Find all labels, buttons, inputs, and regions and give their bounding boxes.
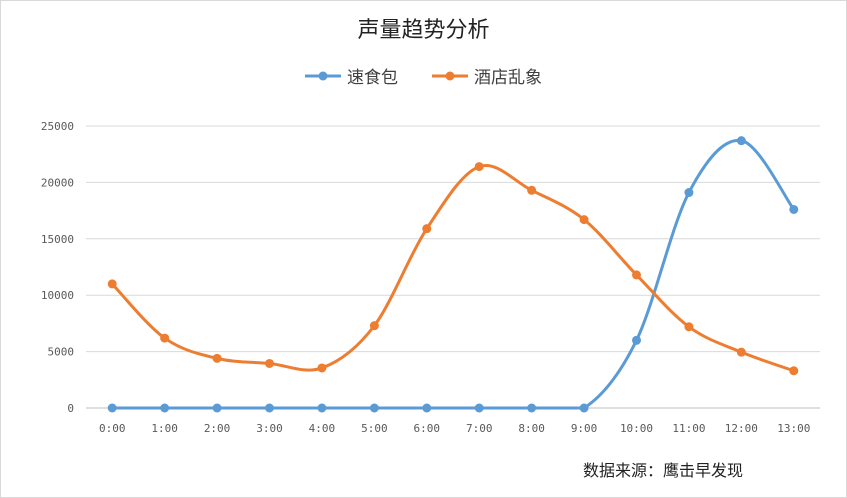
legend-label-series-2: 酒店乱象 xyxy=(474,68,542,88)
data-point-series-1 xyxy=(160,403,170,413)
source-note: 数据来源：鹰击早发现 xyxy=(583,461,744,480)
data-point-series-1 xyxy=(212,403,222,413)
data-point-series-2 xyxy=(527,185,537,195)
data-point-series-2 xyxy=(632,270,641,280)
x-tick-label: 3:00 xyxy=(256,422,283,435)
legend-swatch-series-1 xyxy=(305,71,341,80)
data-point-series-1 xyxy=(317,403,327,413)
legend-item-series-1: 速食包 xyxy=(305,63,398,88)
data-point-series-2 xyxy=(107,279,117,289)
data-point-series-2 xyxy=(265,358,274,368)
x-tick-label: 9:00 xyxy=(571,422,598,435)
data-point-series-1 xyxy=(789,204,799,214)
x-tick-label: 13:00 xyxy=(777,422,810,435)
y-tick-label: 15000 xyxy=(41,233,74,246)
data-point-series-2 xyxy=(684,322,694,332)
x-tick-label: 8:00 xyxy=(518,422,545,435)
data-point-series-2 xyxy=(212,353,222,363)
legend-item-series-2: 酒店乱象 xyxy=(432,63,542,88)
data-point-series-2 xyxy=(160,333,170,343)
data-point-series-2 xyxy=(736,347,746,357)
data-point-series-1 xyxy=(369,403,379,413)
y-tick-label: 25000 xyxy=(41,120,74,133)
data-point-series-2 xyxy=(789,366,799,376)
y-tick-label: 5000 xyxy=(48,346,75,359)
data-point-series-2 xyxy=(422,224,432,234)
x-tick-label: 5:00 xyxy=(361,422,388,435)
chart-title: 声量趋势分析 xyxy=(357,18,490,43)
data-point-series-1 xyxy=(632,335,641,345)
x-tick-label: 12:00 xyxy=(725,422,758,435)
data-point-series-1 xyxy=(474,403,484,413)
legend: 速食包 酒店乱象 xyxy=(0,63,847,88)
legend-swatch-series-2 xyxy=(432,71,468,80)
data-point-series-1 xyxy=(422,403,432,413)
x-tick-label: 7:00 xyxy=(466,422,493,435)
data-point-series-1 xyxy=(265,403,274,413)
series-line-1 xyxy=(112,139,796,410)
data-point-series-2 xyxy=(317,363,327,373)
x-tick-label: 4:00 xyxy=(309,422,336,435)
x-tick-label: 2:00 xyxy=(204,422,231,435)
y-tick-label: 0 xyxy=(67,402,74,415)
x-tick-label: 11:00 xyxy=(672,422,705,435)
x-tick-label: 6:00 xyxy=(414,422,441,435)
data-point-series-1 xyxy=(579,403,589,413)
x-tick-label: 0:00 xyxy=(99,422,126,435)
data-point-series-1 xyxy=(736,136,746,146)
legend-label-series-1: 速食包 xyxy=(347,68,398,88)
data-point-series-2 xyxy=(579,215,589,225)
series-line-2 xyxy=(111,163,795,373)
y-tick-label: 10000 xyxy=(41,289,74,302)
data-point-series-2 xyxy=(369,321,379,331)
data-point-series-1 xyxy=(107,403,117,413)
x-tick-label: 1:00 xyxy=(151,422,178,435)
data-point-series-1 xyxy=(684,188,694,198)
x-tick-label: 10:00 xyxy=(620,422,653,435)
data-point-series-2 xyxy=(474,162,484,172)
y-tick-label: 20000 xyxy=(41,176,74,189)
data-point-series-1 xyxy=(527,403,537,413)
